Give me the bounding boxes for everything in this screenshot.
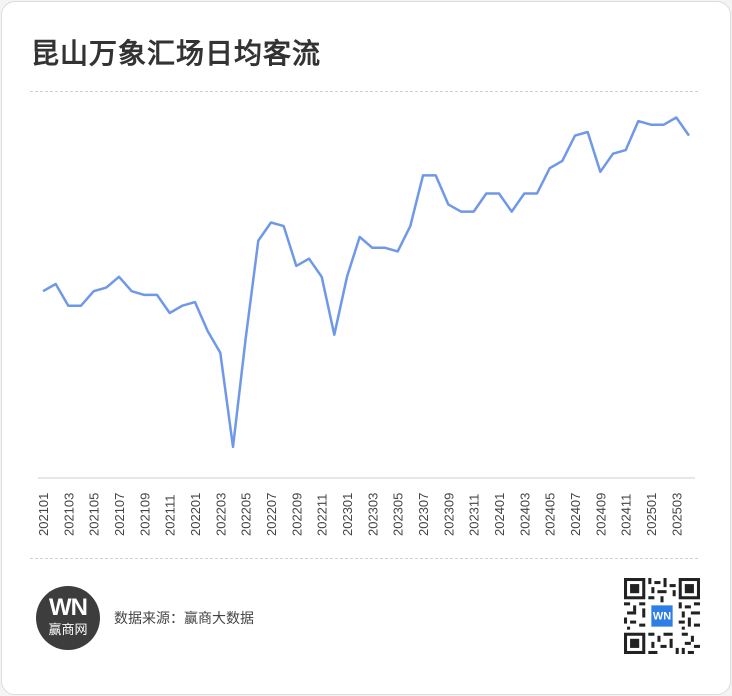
x-tick-label: 202311	[467, 494, 482, 536]
x-tick-label: 202407	[568, 493, 583, 536]
x-tick-label: 202201	[188, 493, 203, 536]
chart-title: 昆山万象汇场日均客流	[31, 37, 322, 70]
logo-mark: WN	[49, 594, 88, 621]
x-tick-label: 202205	[239, 493, 254, 536]
x-tick-label: 202405	[543, 493, 558, 536]
x-tick-label: 202207	[264, 493, 279, 536]
x-tick-label: 202109	[137, 493, 152, 536]
x-tick-label: 202211	[315, 494, 330, 536]
x-tick-label: 202301	[340, 493, 355, 536]
x-tick-label: 202107	[112, 493, 127, 536]
x-tick-label: 202101	[36, 493, 51, 536]
x-tick-label: 202503	[669, 493, 684, 536]
x-tick-label: 202209	[289, 493, 304, 536]
x-tick-label: 202203	[213, 493, 228, 536]
svg-text:WN: WN	[653, 610, 671, 622]
x-tick-label: 202409	[593, 493, 608, 536]
x-tick-label: 202501	[644, 493, 659, 536]
x-tick-label: 202411	[619, 494, 634, 536]
x-tick-label: 202111	[163, 495, 178, 536]
x-tick-label: 202305	[391, 493, 406, 536]
x-tick-label: 202309	[441, 493, 456, 536]
x-tick-label: 202307	[416, 493, 431, 536]
x-tick-label: 202105	[87, 493, 102, 536]
data-source-text: 数据来源：赢商大数据	[114, 611, 254, 627]
x-tick-label: 202401	[492, 493, 507, 536]
winshang-logo: WN 赢商网	[36, 586, 100, 650]
logo-name: 赢商网	[48, 623, 88, 638]
series-line	[42, 116, 691, 449]
title-divider	[30, 91, 698, 92]
x-tick-label: 202403	[517, 493, 532, 536]
qr-code-icon: WN	[624, 578, 700, 654]
x-tick-label: 202103	[61, 493, 76, 536]
footer-divider	[30, 558, 698, 559]
x-tick-label: 202303	[365, 493, 380, 536]
